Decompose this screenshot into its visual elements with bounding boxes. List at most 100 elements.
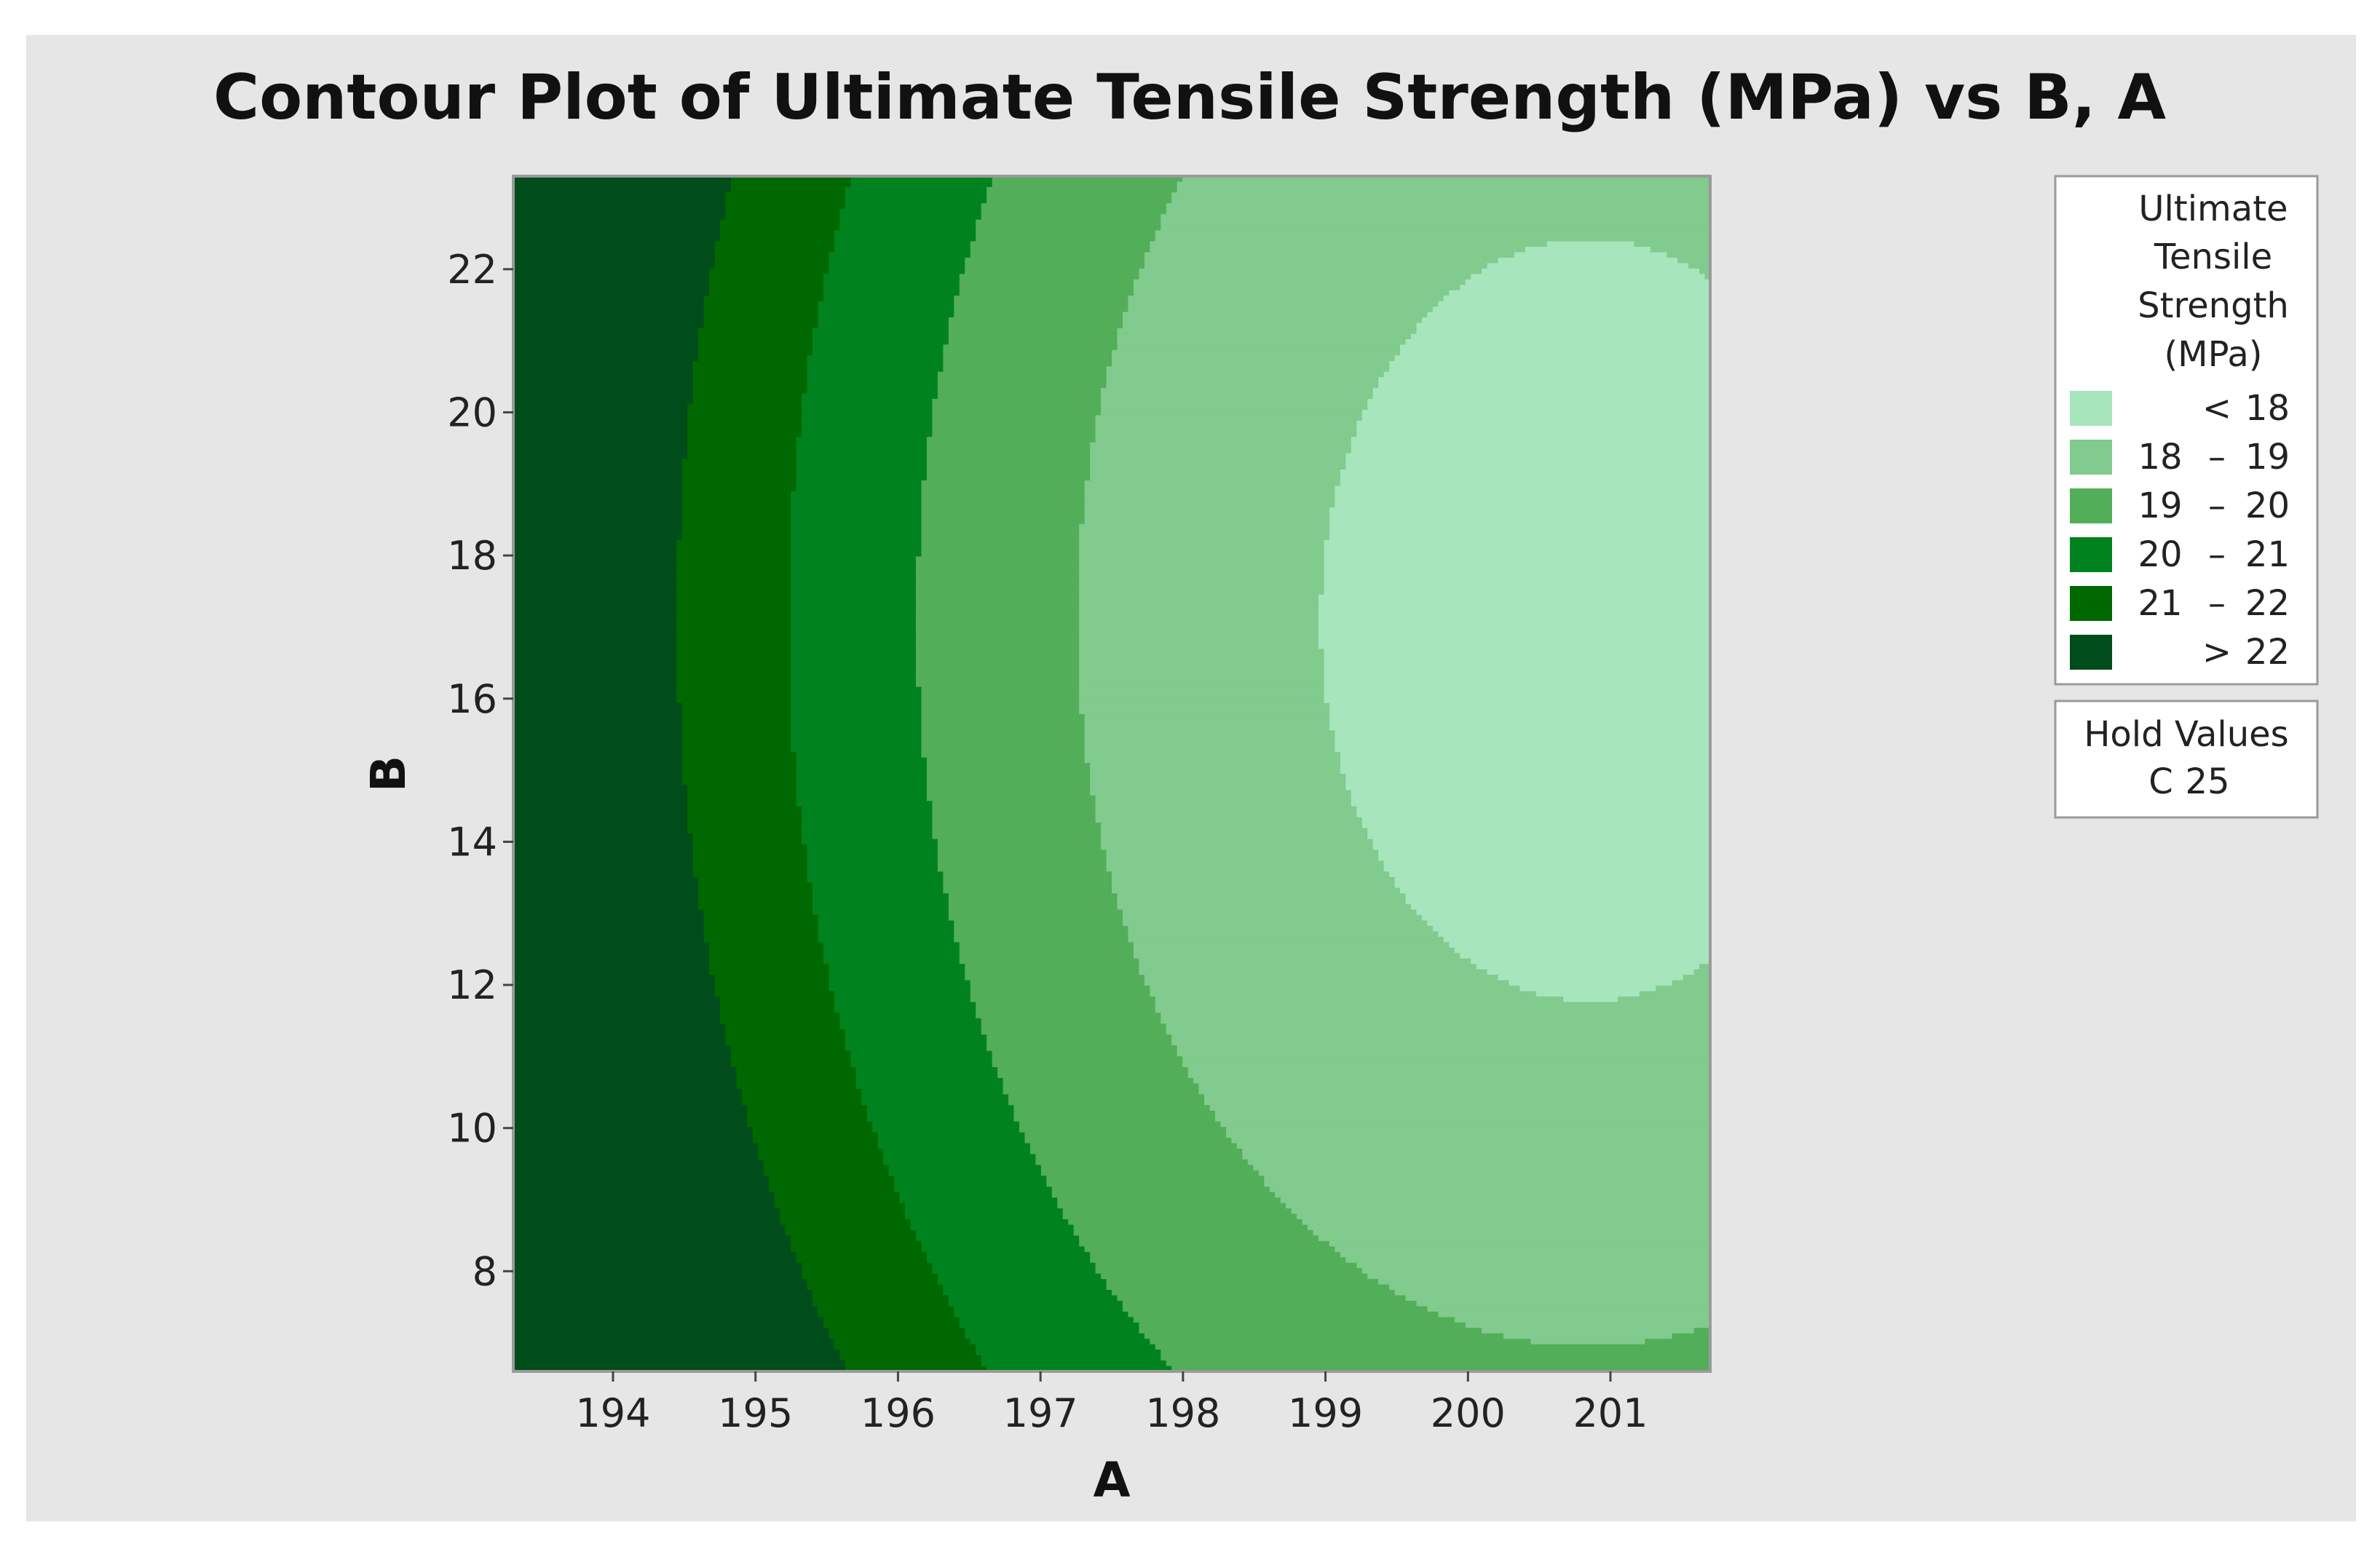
contour-cell [959, 290, 1135, 297]
contour-cell [725, 1023, 841, 1030]
contour-cell [915, 665, 1080, 672]
contour-cell [513, 1350, 841, 1356]
contour-cell [687, 431, 803, 438]
contour-cell [681, 464, 797, 471]
contour-cell [692, 844, 808, 851]
contour-cell [823, 274, 960, 281]
contour-cell [730, 1056, 852, 1063]
contour-cell [791, 638, 917, 645]
contour-cell [513, 724, 683, 732]
contour-cell [1106, 1279, 1380, 1286]
contour-cell [959, 958, 1140, 965]
contour-cell [926, 774, 1091, 780]
contour-cell [926, 1257, 1091, 1264]
contour-cell [1106, 849, 1380, 857]
contour-cell [719, 997, 836, 1003]
contour-cell [747, 1105, 868, 1112]
x-tick-label: 195 [718, 1390, 793, 1436]
contour-cell [829, 969, 966, 976]
contour-cell [796, 475, 928, 482]
contour-cell [866, 1110, 1015, 1117]
contour-cell [513, 496, 683, 504]
contour-cell [681, 741, 792, 748]
contour-cell [926, 784, 1091, 791]
contour-cell [1106, 382, 1380, 389]
legend-high-value: 21 [2245, 534, 2290, 575]
contour-cell [709, 942, 825, 949]
contour-cell [1367, 1273, 1710, 1280]
contour-cell [1029, 1143, 1238, 1150]
contour-cell [970, 991, 1151, 998]
contour-cell [926, 779, 1091, 786]
contour-cell [1383, 860, 1710, 868]
contour-cell [1318, 1235, 1710, 1243]
contour-cell [976, 1002, 1156, 1009]
contour-cell [1144, 263, 1488, 270]
contour-cell [1139, 958, 1472, 965]
contour-cell [1454, 947, 1710, 954]
contour-cell [1090, 464, 1347, 471]
contour-cell [1166, 1029, 1710, 1036]
contour-cell [1112, 349, 1401, 357]
contour-cell [1117, 328, 1418, 335]
contour-cell [681, 719, 792, 726]
contour-cell [829, 252, 971, 259]
contour-cell [1416, 1300, 1710, 1307]
contour-cell [981, 214, 1162, 221]
contour-cell [791, 502, 922, 509]
legend-operator: – [2208, 583, 2226, 624]
y-tick-label: 18 [447, 533, 497, 579]
contour-cell [513, 550, 678, 558]
legend-title-line-4: (MPa) [2164, 334, 2262, 375]
contour-cell [932, 404, 1102, 411]
contour-cell [681, 502, 792, 509]
contour-cell [791, 627, 917, 634]
contour-cell [823, 942, 960, 949]
contour-cell [513, 622, 678, 628]
contour-cell [714, 986, 830, 992]
contour-cell [915, 572, 1080, 579]
contour-cell [1084, 752, 1342, 758]
contour-cell [921, 512, 1086, 520]
contour-cell [1079, 616, 1320, 623]
contour-cell [823, 285, 960, 291]
contour-cell [513, 448, 689, 454]
contour-cell [1318, 616, 1710, 623]
contour-cell [877, 1143, 1032, 1150]
x-tick-label: 200 [1431, 1390, 1506, 1436]
contour-cell [802, 1268, 933, 1275]
contour-cell [791, 578, 917, 585]
contour-cell [513, 676, 678, 683]
contour-cell [513, 1072, 738, 1080]
contour-cell [513, 296, 705, 302]
contour-cell [681, 534, 792, 542]
contour-cell [1139, 1328, 1483, 1334]
contour-cell [823, 279, 960, 286]
contour-cell [513, 741, 683, 748]
contour-cell [513, 415, 689, 422]
contour-cell [1090, 453, 1347, 460]
contour-cell [513, 431, 689, 438]
contour-cell [1329, 512, 1710, 520]
contour-cell [703, 920, 819, 927]
contour-cell [796, 757, 928, 764]
contour-cell [791, 649, 917, 655]
contour-cell [1155, 1007, 1710, 1014]
contour-cell [921, 523, 1080, 531]
contour-cell [1335, 735, 1710, 742]
contour-cell [802, 833, 933, 840]
contour-cell [937, 371, 1107, 379]
contour-cell [741, 1088, 863, 1096]
contour-cell [703, 306, 819, 313]
contour-cell [1329, 724, 1710, 732]
contour-cell [981, 1029, 1167, 1036]
contour-cell [1079, 702, 1331, 710]
contour-cell [1122, 317, 1423, 324]
contour-cell [1144, 1333, 1505, 1340]
contour-cell [850, 176, 993, 183]
contour-cell [1101, 388, 1374, 395]
contour-cell [823, 1322, 960, 1329]
contour-cell [1345, 459, 1710, 465]
legend-high-value: 20 [2245, 486, 2290, 526]
contour-cell [513, 186, 732, 194]
